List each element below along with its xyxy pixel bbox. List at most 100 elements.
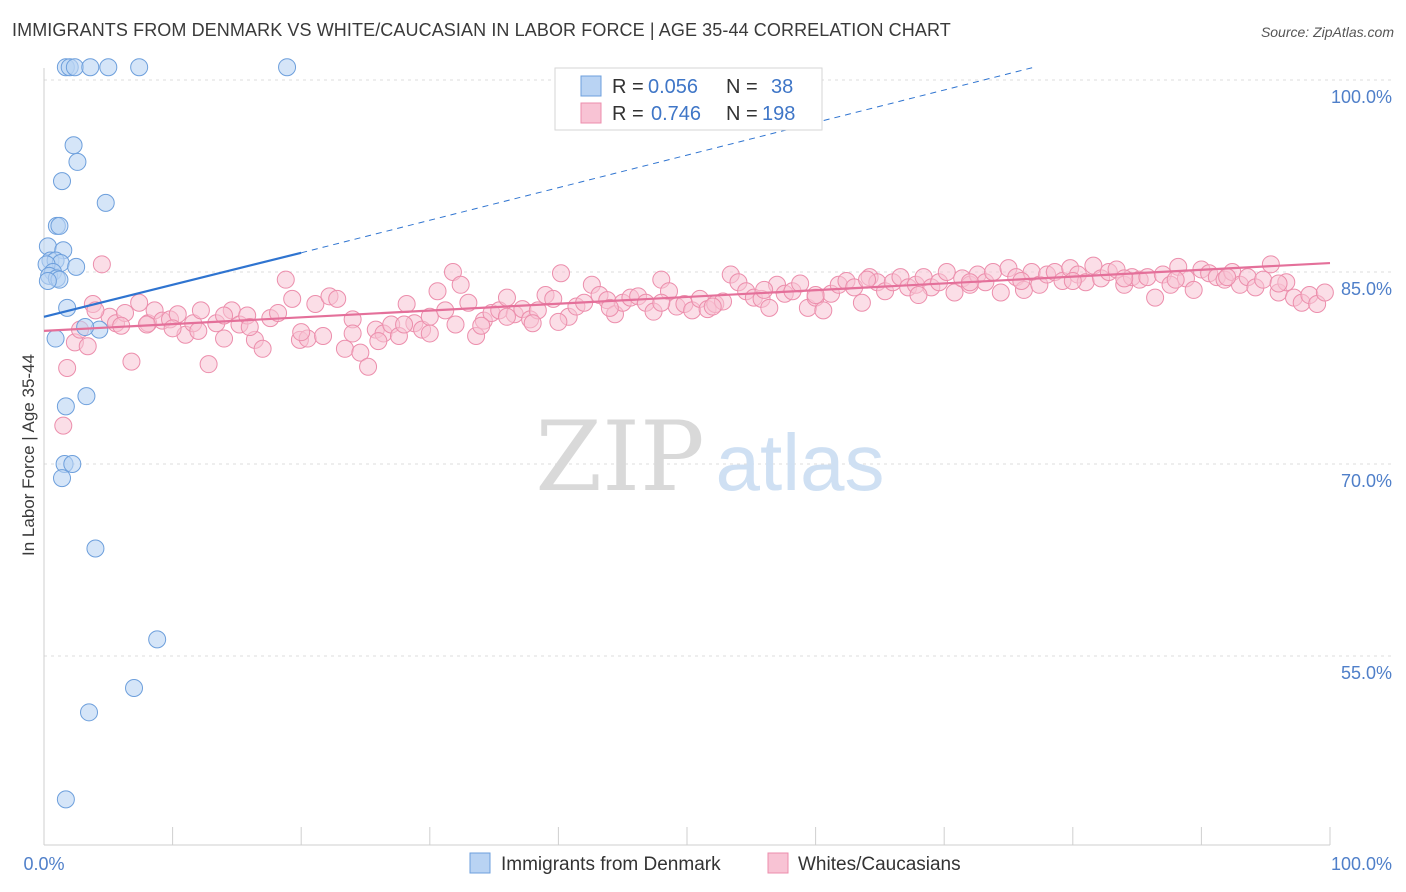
whites-point-194 [1166, 270, 1185, 289]
whites-point-171 [215, 306, 234, 325]
denmark-points [37, 58, 297, 809]
whites-point-173 [292, 323, 311, 342]
tick-labels: 100.0% 85.0% 70.0% 55.0% 0.0% 100.0% [23, 87, 1392, 874]
denmark-point-2 [65, 58, 84, 77]
whites-point-184 [652, 293, 671, 312]
watermark-zip: ZIP [535, 401, 704, 513]
denmark-point-29 [77, 387, 96, 406]
bottom-legend-swatch-blue [469, 852, 491, 874]
source-label: Source: ZipAtlas.com [1260, 24, 1394, 40]
whites-point-20 [199, 355, 218, 374]
whites-point-38 [335, 339, 354, 358]
whites-point-186 [755, 280, 774, 299]
denmark-point-33 [53, 469, 72, 488]
whites-point-192 [1063, 271, 1082, 290]
legend-r-value-2: 0.746 [651, 103, 701, 125]
legend-r-label-2: R = [612, 103, 644, 125]
legend-r-label-1: R = [612, 76, 644, 98]
whites-point-174 [343, 324, 362, 343]
denmark-point-6 [278, 58, 297, 77]
whites-point-93 [760, 298, 779, 317]
whites-point-179 [472, 316, 491, 335]
whites-point-35 [314, 327, 333, 345]
legend-n-label-1: N = [726, 76, 758, 98]
whites-point-172 [240, 318, 259, 337]
x-tick-label-1: 100.0% [1331, 854, 1392, 874]
legend-swatch-pink [580, 102, 602, 124]
denmark-point-27 [46, 329, 65, 348]
whites-caucasians-points [54, 255, 1334, 435]
whites-point-122 [984, 263, 1003, 281]
whites-point-182 [549, 312, 568, 331]
denmark-trend-line [43, 251, 302, 318]
whites-point-46 [397, 295, 416, 313]
whites-point-177 [420, 324, 439, 343]
legend-n-value-2: 198 [762, 103, 795, 125]
denmark-point-3 [81, 58, 100, 77]
watermark: ZIP atlas [535, 401, 884, 513]
whites-point-196 [1269, 274, 1288, 293]
whites-point-66 [551, 264, 570, 283]
whites-point-27 [253, 339, 272, 358]
whites-point-34 [306, 295, 325, 313]
whites-point-100 [814, 301, 833, 320]
whites-point-19 [191, 301, 210, 320]
whites-point-31 [283, 289, 302, 308]
whites-point-22 [215, 329, 234, 348]
bottom-legend-label-denmark: Immigrants from Denmark [501, 854, 721, 875]
whites-point-1 [54, 416, 73, 435]
bottom-legend-label-whites: Whites/Caucasians [798, 854, 961, 875]
whites-point-176 [395, 315, 414, 334]
whites-point-178 [446, 315, 465, 334]
whites-point-4 [78, 337, 97, 356]
denmark-point-9 [53, 172, 72, 191]
x-tick-label-0: 0.0% [23, 854, 64, 874]
whites-point-6 [92, 255, 111, 274]
whites-point-117 [945, 283, 964, 302]
denmark-point-34 [86, 539, 105, 558]
whites-point-11 [130, 293, 149, 312]
denmark-point-4 [99, 58, 118, 77]
whites-point-54 [459, 293, 478, 312]
legend-box: R = 0.056 N = 38 R = 0.746 N = 198 [554, 67, 823, 131]
whites-point-105 [852, 293, 871, 312]
whites-point-10 [122, 352, 141, 371]
whites-point-195 [1218, 268, 1237, 287]
denmark-point-19 [67, 257, 86, 276]
grid-lines [44, 79, 1392, 657]
whites-point-193 [1115, 269, 1134, 288]
whites-point-53 [451, 275, 470, 294]
y-tick-label-1: 85.0% [1341, 279, 1392, 299]
whites-point-169 [163, 319, 182, 338]
axes [43, 68, 1331, 846]
trend-lines [43, 66, 1331, 332]
whites-point-191 [1012, 271, 1031, 290]
denmark-point-7 [64, 136, 83, 155]
denmark-point-35 [148, 630, 167, 649]
whites-point-0 [58, 359, 77, 377]
whites-point-123 [991, 283, 1010, 302]
whites-point-183 [600, 298, 619, 317]
denmark-point-8 [68, 152, 87, 171]
legend-n-label-2: N = [726, 103, 758, 125]
whites-point-116 [937, 263, 956, 281]
denmark-trend-extension [301, 66, 1035, 254]
denmark-point-30 [56, 397, 75, 416]
y-tick-label-3: 55.0% [1341, 663, 1392, 683]
denmark-point-36 [125, 679, 144, 697]
whites-point-50 [428, 282, 447, 301]
legend-n-value-1: 38 [771, 76, 793, 98]
whites-point-142 [1138, 268, 1157, 287]
denmark-point-5 [130, 58, 149, 77]
y-tick-label-2: 70.0% [1341, 471, 1392, 491]
whites-point-189 [909, 286, 928, 305]
whites-point-40 [351, 343, 370, 362]
whites-point-181 [523, 314, 542, 333]
denmark-point-24 [38, 271, 57, 290]
whites-point-148 [1184, 280, 1203, 299]
whites-point-30 [276, 270, 295, 289]
y-tick-label-0: 100.0% [1331, 87, 1392, 107]
whites-point-170 [189, 321, 208, 340]
whites-point-185 [703, 297, 722, 316]
legend-r-value-1: 0.056 [648, 76, 698, 98]
